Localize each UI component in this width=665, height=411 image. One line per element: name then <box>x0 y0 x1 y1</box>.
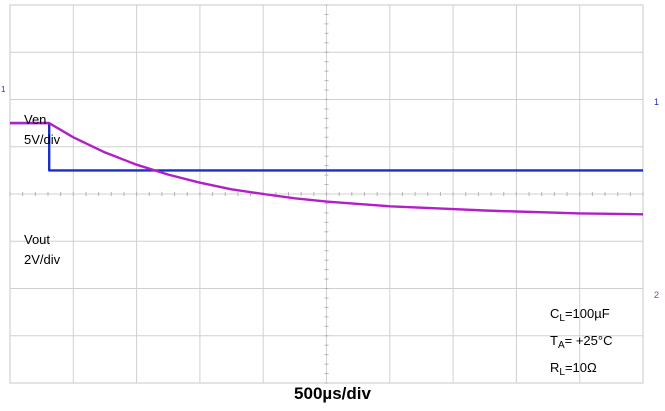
ven-scale-label: 5V/div <box>24 132 61 147</box>
trace-vout <box>10 121 644 216</box>
ven-label: Ven <box>24 112 46 127</box>
annotation-ta: TA= +25°C <box>550 333 612 351</box>
traces <box>10 121 644 216</box>
x-axis-label: 500µs/div <box>294 384 371 403</box>
graticule <box>9 4 644 384</box>
vout-label: Vout <box>24 232 50 247</box>
ch2-right-marker: 2 <box>654 290 659 300</box>
ch1-right-marker: 1 <box>654 97 659 107</box>
annotation-rl: RL=10Ω <box>550 360 597 378</box>
annotation-cl: CL=100µF <box>550 306 610 324</box>
ch1-left-marker: 1 <box>1 85 6 94</box>
vout-scale-label: 2V/div <box>24 252 61 267</box>
